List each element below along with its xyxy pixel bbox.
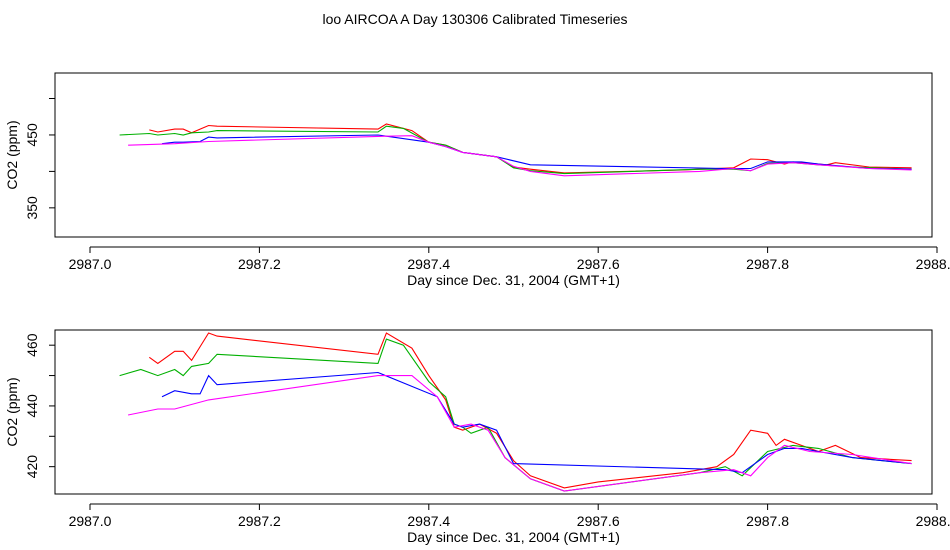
y-axis-title: CO2 (ppm) xyxy=(4,120,20,189)
series-line-3 xyxy=(161,134,912,170)
y-tick-label: 440 xyxy=(24,394,40,418)
top-panel: 2987.0 2987.2 2987.4 2987.6 2987.8 2988.0 Day … xyxy=(4,72,950,288)
series-line-3 xyxy=(161,371,912,474)
x-axis-title: Day since Dec. 31, 2004 (GMT+1) xyxy=(407,529,620,545)
x-tick-label: 2987.0 xyxy=(69,256,112,272)
x-tick-label: 2987.8 xyxy=(746,256,789,272)
x-tick-label: 2987.6 xyxy=(577,256,620,272)
x-tick-label: 2987.0 xyxy=(69,513,112,529)
x-tick-label: 2987.6 xyxy=(577,513,620,529)
y-tick-label: 420 xyxy=(24,455,40,479)
series-line-2 xyxy=(119,338,912,492)
series-line-4 xyxy=(127,375,912,492)
x-tick-label: 2988.0 xyxy=(916,513,950,529)
x-tick-label: 2987.2 xyxy=(238,513,281,529)
series-line-1 xyxy=(148,332,912,489)
x-axis-title: Day since Dec. 31, 2004 (GMT+1) xyxy=(407,272,620,288)
x-tick-label: 2988.0 xyxy=(916,256,950,272)
plot-frame xyxy=(54,72,933,238)
chart-title: loo AIRCOA A Day 130306 Calibrated Times… xyxy=(322,11,628,27)
y-tick-label: 350 xyxy=(24,196,40,220)
bottom-panel: 2987.0 2987.2 2987.4 2987.6 2987.8 2988.0 Day … xyxy=(4,329,950,545)
x-tick-label: 2987.4 xyxy=(407,513,450,529)
y-tick-label: 450 xyxy=(24,123,40,147)
series-line-4 xyxy=(128,135,912,177)
y-tick-label: 460 xyxy=(24,333,40,357)
x-tick-label: 2987.2 xyxy=(238,256,281,272)
x-tick-label: 2987.8 xyxy=(746,513,789,529)
x-tick-label: 2987.4 xyxy=(407,256,450,272)
y-axis-title: CO2 (ppm) xyxy=(4,377,20,446)
